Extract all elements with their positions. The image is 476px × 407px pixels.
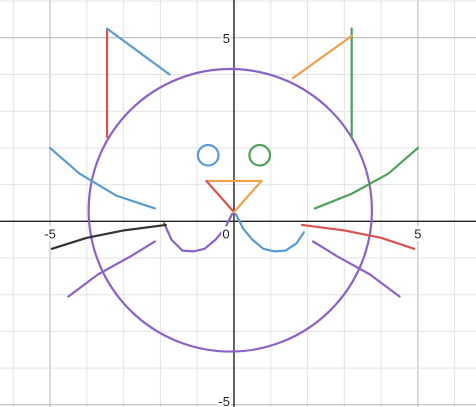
curve-nose-left [205,179,236,214]
y-tick-label: 5 [223,31,230,46]
curves [48,27,419,353]
curve-nose-right [232,179,263,214]
curve-whisker-left-lower [67,240,156,298]
x-tick-label: 5 [414,226,421,241]
x-tick-label-bg [221,226,231,242]
curve-ear-right-slant [291,34,353,80]
curve-whisker-right-lower [311,240,401,298]
curve-whisker-right-upper [313,146,419,210]
curve-mouth-right [234,212,305,253]
curve-whisker-left-middle [50,223,167,250]
y-tick-label: -5 [218,394,230,407]
curve-ear-left-slant [105,27,171,76]
y-tick-label-bg [217,394,231,407]
curve-face [87,67,373,353]
curve-whisker-left-upper [48,146,156,210]
x-tick-label: 0 [222,226,229,241]
curve-eye-left [196,143,220,167]
y-tick-label-bg [221,30,231,46]
curve-whisker-right-middle [300,223,416,250]
tick-labels: -5 0 5 5 -5 [43,30,423,407]
x-tick-label-bg [413,226,423,242]
x-tick-label: -5 [44,226,56,241]
curve-eye-right [248,143,272,167]
x-tick-label-bg [43,226,57,242]
